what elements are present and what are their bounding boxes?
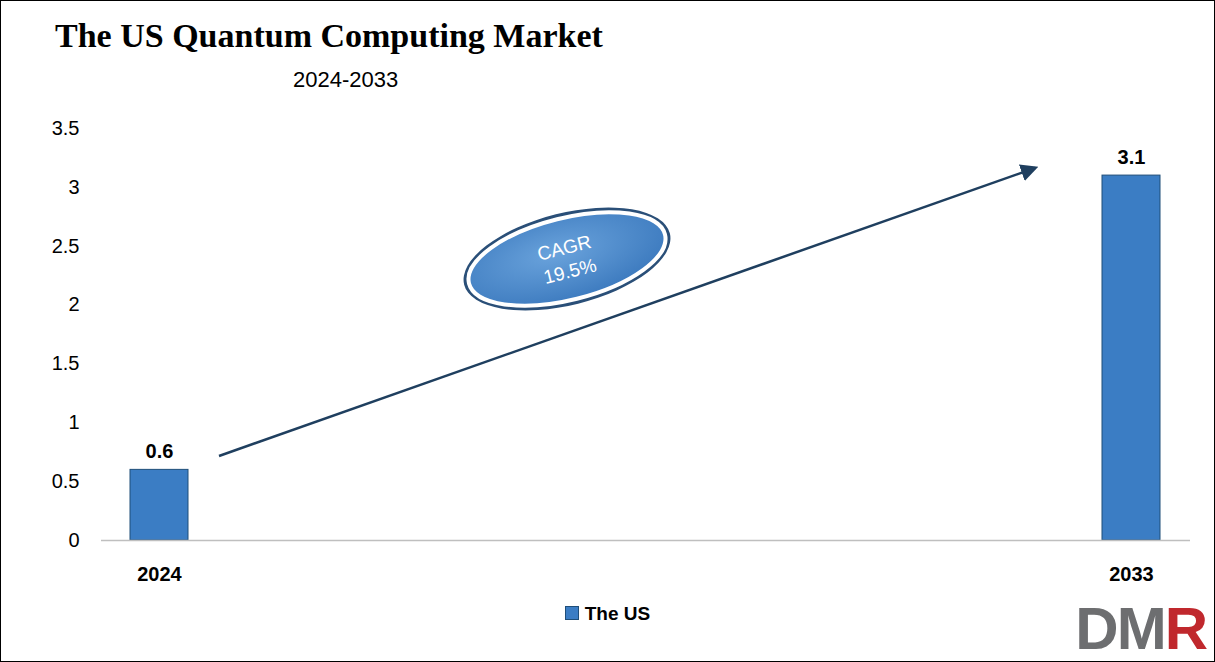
svg-text:0.6: 0.6 (146, 440, 174, 462)
svg-text:2033: 2033 (1109, 563, 1154, 585)
html-text:The US: The US (584, 603, 651, 624)
svg-text:0: 0 (68, 529, 79, 551)
svg-text:CAGR19.5%: CAGR19.5% (535, 231, 599, 288)
html-text:The US Quantum Computing Marke: The US Quantum Computing Market (55, 17, 603, 54)
svg-text:3.5: 3.5 (52, 117, 80, 139)
svg-text:3: 3 (68, 176, 79, 198)
html-text:DM R: DM R (1075, 595, 1206, 662)
svg-text:1: 1 (68, 411, 79, 433)
svg-text:2024: 2024 (137, 563, 182, 585)
svg-text:3.1: 3.1 (1118, 146, 1146, 168)
svg-text:2.5: 2.5 (52, 235, 80, 257)
html-text:2024-2033: 2024-2033 (293, 67, 399, 92)
svg-text:1.5: 1.5 (52, 352, 80, 374)
svg-text:0.5: 0.5 (52, 470, 80, 492)
svg-text:2: 2 (68, 293, 79, 315)
